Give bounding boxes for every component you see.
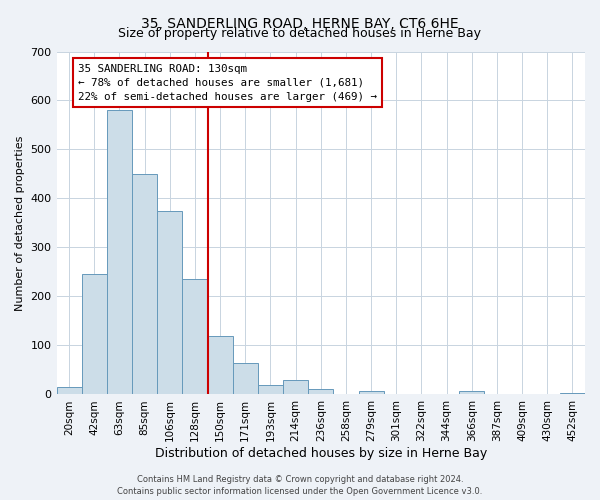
Bar: [157, 210, 182, 394]
Text: 35, SANDERLING ROAD, HERNE BAY, CT6 6HE: 35, SANDERLING ROAD, HERNE BAY, CT6 6HE: [141, 18, 459, 32]
Bar: [308, 388, 334, 394]
Bar: [82, 274, 107, 394]
Bar: [182, 280, 208, 394]
Text: Size of property relative to detached houses in Herne Bay: Size of property relative to detached ho…: [119, 28, 482, 40]
Bar: [359, 390, 383, 394]
Bar: [258, 384, 283, 394]
Bar: [560, 393, 585, 394]
Bar: [107, 110, 132, 395]
Bar: [208, 336, 233, 394]
Bar: [283, 380, 308, 394]
Bar: [233, 362, 258, 394]
Bar: [56, 387, 82, 394]
X-axis label: Distribution of detached houses by size in Herne Bay: Distribution of detached houses by size …: [155, 447, 487, 460]
Bar: [132, 174, 157, 394]
Text: Contains HM Land Registry data © Crown copyright and database right 2024.
Contai: Contains HM Land Registry data © Crown c…: [118, 475, 482, 496]
Text: 35 SANDERLING ROAD: 130sqm
← 78% of detached houses are smaller (1,681)
22% of s: 35 SANDERLING ROAD: 130sqm ← 78% of deta…: [78, 64, 377, 102]
Y-axis label: Number of detached properties: Number of detached properties: [15, 136, 25, 310]
Bar: [459, 390, 484, 394]
